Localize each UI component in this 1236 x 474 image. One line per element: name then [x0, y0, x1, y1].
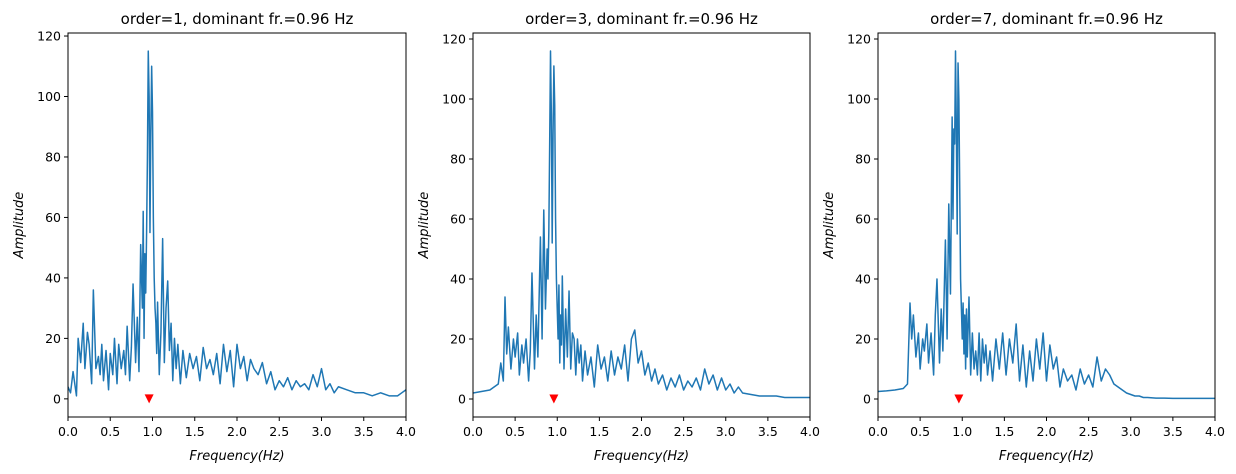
axes-frame	[877, 32, 1216, 418]
y-tick-label: 20	[45, 331, 61, 346]
y-tick-label: 40	[855, 272, 871, 287]
subplot-1: order=1, dominant fr.=0.96 Hz Frequency(…	[12, 10, 416, 464]
x-tick-label: 3.5	[354, 424, 374, 439]
x-tick-label: 3.5	[1163, 424, 1183, 439]
y-tick-label: 100	[442, 92, 466, 107]
y-tick-label: 40	[450, 272, 466, 287]
y-tick-label: 80	[45, 149, 61, 164]
axes-frame	[67, 32, 407, 418]
x-tick-label: 3.0	[312, 424, 332, 439]
y-tick-label: 120	[37, 29, 61, 44]
dominant-frequency-marker	[549, 394, 559, 404]
x-tick-label: 0.0	[463, 424, 483, 439]
x-tick-label: 0.0	[58, 424, 78, 439]
dominant-frequency-marker	[144, 394, 154, 404]
y-tick-label: 120	[442, 32, 466, 47]
y-axis-label: Amplitude	[12, 192, 27, 260]
x-tick-label: 4.0	[800, 424, 820, 439]
x-tick-label: 3.0	[1121, 424, 1141, 439]
y-tick-label: 60	[855, 212, 871, 227]
x-tick-label: 0.5	[505, 424, 525, 439]
subplot-title: order=3, dominant fr.=0.96 Hz	[525, 10, 758, 28]
x-tick-label: 3.0	[716, 424, 736, 439]
x-tick-label: 0.5	[100, 424, 120, 439]
x-axis-label: Frequency(Hz)	[189, 449, 284, 464]
x-tick-label: 1.0	[143, 424, 163, 439]
y-tick-label: 80	[855, 152, 871, 167]
subplot-2: order=3, dominant fr.=0.96 Hz Frequency(…	[417, 10, 820, 464]
y-tick-label: 0	[53, 391, 61, 406]
amplitude-series-line	[878, 50, 1215, 400]
amplitude-series-line	[68, 50, 406, 397]
x-tick-label: 1.5	[185, 424, 205, 439]
x-tick-label: 2.5	[674, 424, 694, 439]
y-axis-label: Amplitude	[417, 192, 432, 260]
y-tick-label: 0	[458, 392, 466, 407]
y-tick-label: 20	[450, 332, 466, 347]
x-tick-label: 3.5	[758, 424, 778, 439]
y-tick-label: 60	[45, 210, 61, 225]
y-tick-label: 60	[450, 212, 466, 227]
x-axis-label: Frequency(Hz)	[999, 449, 1094, 464]
x-tick-label: 2.5	[269, 424, 289, 439]
y-axis-label: Amplitude	[822, 192, 837, 260]
y-tick-label: 20	[855, 332, 871, 347]
x-tick-label: 2.0	[632, 424, 652, 439]
subplot-title: order=7, dominant fr.=0.96 Hz	[930, 10, 1163, 28]
x-axis-label: Frequency(Hz)	[594, 449, 689, 464]
x-tick-label: 1.0	[547, 424, 567, 439]
x-tick-label: 4.0	[396, 424, 416, 439]
y-tick-label: 80	[450, 152, 466, 167]
x-tick-label: 2.0	[227, 424, 247, 439]
amplitude-series-line	[473, 50, 810, 399]
y-tick-label: 120	[847, 32, 871, 47]
y-tick-label: 100	[37, 89, 61, 104]
x-tick-label: 1.5	[994, 424, 1014, 439]
axes-frame	[472, 32, 811, 418]
x-tick-label: 0.0	[868, 424, 888, 439]
x-tick-label: 1.0	[952, 424, 972, 439]
x-tick-label: 2.0	[1037, 424, 1057, 439]
x-tick-label: 4.0	[1205, 424, 1225, 439]
x-tick-label: 2.5	[1079, 424, 1099, 439]
y-tick-label: 40	[45, 270, 61, 285]
dominant-frequency-marker	[954, 394, 964, 404]
x-tick-label: 0.5	[910, 424, 930, 439]
x-tick-label: 1.5	[589, 424, 609, 439]
y-tick-label: 0	[863, 392, 871, 407]
y-tick-label: 100	[847, 92, 871, 107]
subplot-title: order=1, dominant fr.=0.96 Hz	[121, 10, 354, 28]
subplot-3: order=7, dominant fr.=0.96 Hz Frequency(…	[822, 10, 1225, 464]
